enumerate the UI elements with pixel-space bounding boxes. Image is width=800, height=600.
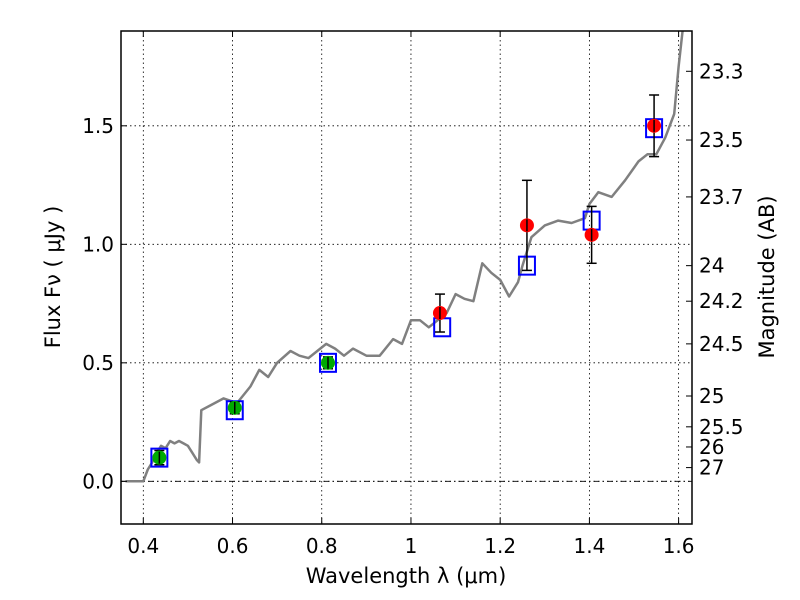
y-tick-label: 0.0	[82, 469, 114, 493]
y-tick-label: 1.0	[82, 232, 114, 256]
y-tick-label: 0.5	[82, 351, 114, 375]
right-tick-label: 27	[699, 456, 724, 480]
x-tick-label: 1.2	[484, 534, 516, 558]
y-axis-label: Flux Fν ( μJy )	[41, 206, 65, 349]
x-axis-ticks: 0.4 0.6 0.8 1 1.2 1.4 1.6	[127, 31, 695, 558]
right-tick-label: 25.5	[699, 415, 744, 439]
right-axis-label: Magnitude (AB)	[755, 195, 779, 358]
right-tick-label: 23.7	[699, 185, 744, 209]
y-axis-ticks: 0.0 0.5 1.0 1.5	[82, 114, 127, 493]
right-tick-label: 23.3	[699, 59, 744, 83]
y-tick-label: 1.5	[82, 114, 114, 138]
right-tick-label: 23.5	[699, 128, 744, 152]
right-tick-label: 24.2	[699, 289, 744, 313]
x-tick-label: 1	[405, 534, 418, 558]
right-tick-label: 24.5	[699, 332, 744, 356]
x-tick-label: 1.6	[663, 534, 695, 558]
right-tick-label: 24	[699, 254, 724, 278]
model-spectrum-line	[125, 31, 684, 483]
x-tick-label: 0.8	[306, 534, 338, 558]
x-axis-label: Wavelength λ (μm)	[306, 564, 507, 588]
right-tick-label: 26	[699, 435, 724, 459]
x-tick-label: 0.6	[217, 534, 249, 558]
plot-frame	[120, 30, 693, 525]
grid-lines	[121, 31, 692, 524]
model-photometry-square	[318, 352, 337, 373]
x-tick-label: 1.4	[573, 534, 605, 558]
x-tick-label: 0.4	[127, 534, 159, 558]
plot-content	[125, 31, 684, 483]
model-photometry-square	[150, 447, 169, 468]
right-tick-label: 25	[699, 384, 724, 408]
plot-area	[125, 31, 684, 483]
